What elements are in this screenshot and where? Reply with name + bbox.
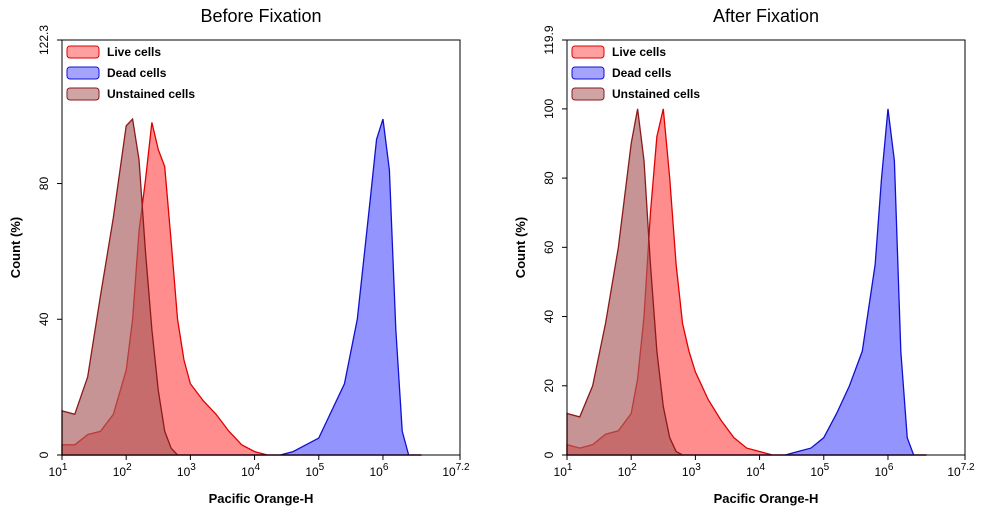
x-tick-exponent: 5 xyxy=(824,462,830,473)
panel: Before Fixation Pacific Orange-H Count (%)… xyxy=(8,6,470,506)
y-tick-label: 20 xyxy=(542,379,556,393)
legend-swatch xyxy=(66,45,100,59)
x-tick-label: 101 xyxy=(49,462,68,479)
plot-frame xyxy=(61,39,461,456)
x-tick-exponent: 6 xyxy=(383,462,389,473)
y-tick-label: 40 xyxy=(37,312,51,326)
x-tick-exponent: 1 xyxy=(62,462,68,473)
legend-swatch xyxy=(571,87,605,101)
chart-title: After Fixation xyxy=(713,6,819,26)
x-tick-exponent: 4 xyxy=(254,462,260,473)
legend-label: Dead cells xyxy=(107,66,167,80)
x-tick-label: 101 xyxy=(554,462,573,479)
legend-label: Dead cells xyxy=(612,66,672,80)
y-tick-label: 60 xyxy=(542,240,556,254)
x-tick-exponent: 2 xyxy=(126,462,132,473)
x-tick-base: 10 xyxy=(618,465,632,479)
legend-swatch xyxy=(571,66,605,80)
x-axis-label: Pacific Orange-H xyxy=(714,491,819,506)
legend-label: Unstained cells xyxy=(107,87,195,101)
x-tick-exponent: 3 xyxy=(190,462,196,473)
x-tick-base: 10 xyxy=(442,465,456,479)
x-tick-label: 103 xyxy=(177,462,196,479)
x-tick-exponent: 3 xyxy=(695,462,701,473)
x-tick-base: 10 xyxy=(49,465,63,479)
legend-swatch xyxy=(571,45,605,59)
y-tick-label: 0 xyxy=(37,451,51,458)
x-tick-base: 10 xyxy=(305,465,319,479)
panel: After Fixation Pacific Orange-H Count (%) 0… xyxy=(513,6,975,506)
x-tick-exponent: 4 xyxy=(759,462,765,473)
y-tick-label: 40 xyxy=(542,310,556,324)
x-tick-base: 10 xyxy=(370,465,384,479)
x-tick-base: 10 xyxy=(554,465,568,479)
legend-label: Live cells xyxy=(612,45,666,59)
x-tick-label: 102 xyxy=(113,462,132,479)
y-axis-label: Count (%) xyxy=(513,217,528,278)
x-tick-base: 10 xyxy=(875,465,889,479)
x-tick-exponent: 2 xyxy=(631,462,637,473)
y-tick-label: 122.3 xyxy=(37,25,51,55)
x-tick-label: 105 xyxy=(810,462,829,479)
x-tick-exponent: 6 xyxy=(888,462,894,473)
x-tick-label: 107.2 xyxy=(947,462,975,479)
x-tick-exponent: 7.2 xyxy=(961,462,975,473)
legend-label: Unstained cells xyxy=(612,87,700,101)
x-tick-label: 106 xyxy=(370,462,389,479)
x-tick-exponent: 1 xyxy=(567,462,573,473)
x-tick-label: 107.2 xyxy=(442,462,470,479)
x-tick-label: 104 xyxy=(241,462,260,479)
y-tick-label: 80 xyxy=(542,171,556,185)
legend-swatch xyxy=(66,87,100,101)
x-tick-exponent: 7.2 xyxy=(456,462,470,473)
y-axis-label: Count (%) xyxy=(8,217,23,278)
x-tick-label: 102 xyxy=(618,462,637,479)
legend-swatch xyxy=(66,66,100,80)
x-tick-label: 103 xyxy=(682,462,701,479)
y-tick-label: 80 xyxy=(37,177,51,191)
x-tick-base: 10 xyxy=(947,465,961,479)
x-tick-base: 10 xyxy=(682,465,696,479)
x-axis-label: Pacific Orange-H xyxy=(209,491,314,506)
x-tick-base: 10 xyxy=(241,465,255,479)
x-tick-label: 106 xyxy=(875,462,894,479)
x-tick-base: 10 xyxy=(113,465,127,479)
chart-title: Before Fixation xyxy=(200,6,321,26)
x-tick-base: 10 xyxy=(810,465,824,479)
y-tick-label: 0 xyxy=(542,451,556,458)
x-tick-label: 104 xyxy=(746,462,765,479)
x-tick-label: 105 xyxy=(305,462,324,479)
x-tick-base: 10 xyxy=(177,465,191,479)
y-tick-label: 119.9 xyxy=(542,25,556,54)
x-tick-base: 10 xyxy=(746,465,760,479)
y-tick-label: 100 xyxy=(542,99,556,119)
legend-label: Live cells xyxy=(107,45,161,59)
x-tick-exponent: 5 xyxy=(319,462,325,473)
